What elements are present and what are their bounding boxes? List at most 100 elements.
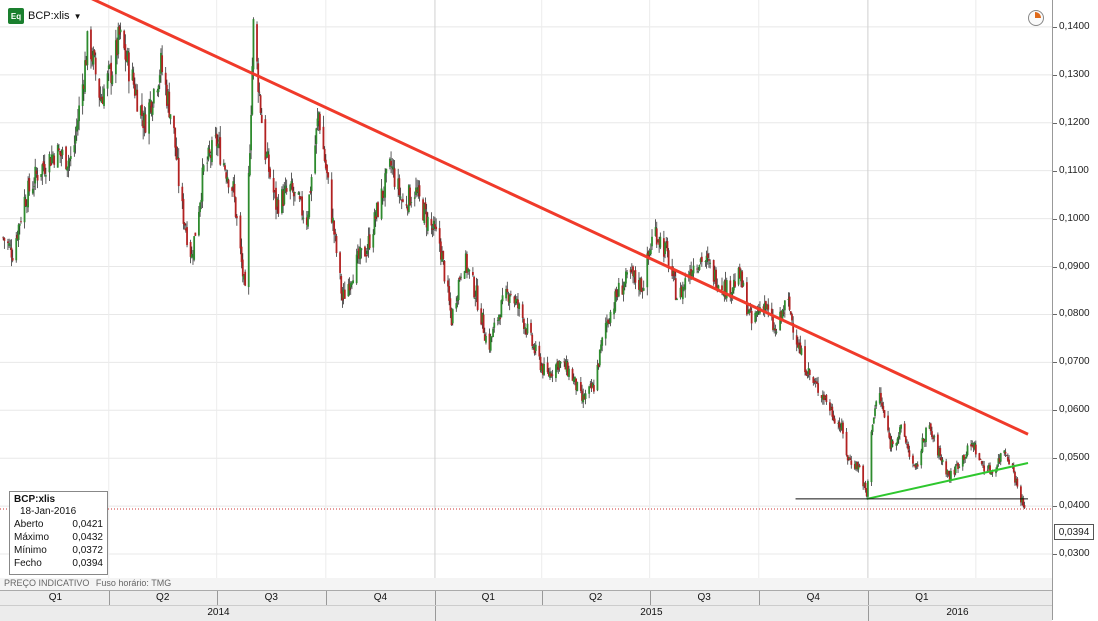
candle-body [823, 394, 825, 400]
candle-body [315, 128, 318, 144]
candle-body [106, 73, 109, 89]
candle-body [114, 40, 117, 75]
y-tick-label: 0,1400 [1059, 20, 1090, 32]
candle-body [339, 252, 341, 273]
y-tick-label: 0,1000 [1059, 212, 1090, 224]
candle-body [151, 107, 154, 115]
candle-body [300, 197, 302, 198]
candle-body [642, 288, 645, 291]
candle-body [633, 271, 636, 278]
candle-body [953, 469, 956, 475]
candle-body [899, 427, 901, 435]
candle-body [563, 361, 566, 363]
candle-body [608, 322, 611, 324]
candle-body [439, 241, 442, 260]
x-axis-quarters[interactable]: Q1 Q2 Q3 Q4 Q1 Q2 Q3 Q4 Q1 [0, 590, 1052, 606]
candle-body [662, 238, 665, 257]
candle-body [706, 253, 709, 258]
y-tick-label: 0,0300 [1059, 548, 1090, 560]
candle-body [987, 464, 990, 469]
candle-body [201, 167, 204, 202]
candle-body [973, 442, 976, 450]
candle-body [192, 256, 194, 258]
candle-body [623, 281, 626, 288]
footer-left: PREÇO INDICATIVO [4, 578, 90, 588]
candle-body [58, 148, 60, 151]
candle-body [692, 265, 695, 274]
candle-body [1008, 459, 1010, 465]
candle-body [729, 280, 732, 298]
candle-body [332, 217, 334, 223]
candle-body [75, 125, 78, 132]
candle-body [125, 56, 128, 62]
candle-body [456, 297, 459, 302]
candle-body [1005, 455, 1008, 457]
candle-body [26, 206, 28, 207]
y-axis[interactable]: 0,0300 0,0400 0,0500 0,0600 0,0700 0,0800 0,09… [1052, 0, 1098, 620]
x-axis-years[interactable]: 2014 2015 2016 [0, 605, 1052, 621]
candle-body [500, 300, 503, 318]
candle-body [789, 311, 792, 315]
candle-body [691, 271, 694, 277]
candle-body [881, 402, 884, 407]
chevron-down-icon[interactable]: ▼ [73, 11, 82, 21]
candle-body [243, 274, 245, 280]
candle-body [955, 464, 958, 465]
candle-body [225, 172, 228, 179]
candle-body [641, 290, 644, 292]
candle-body [948, 474, 951, 481]
candle-body [65, 146, 67, 170]
x-quarter-label: Q2 [588, 592, 603, 603]
candle-body [788, 296, 791, 310]
candle-body [409, 187, 411, 206]
candle-body [874, 408, 876, 416]
candle-body [990, 472, 993, 475]
candle-body [193, 236, 196, 260]
candle-body [746, 282, 748, 315]
candle-body [698, 265, 701, 270]
candle-body [377, 202, 379, 217]
symbol-label[interactable]: BCP:xlis [28, 10, 70, 22]
candle-body [853, 464, 856, 469]
candle-body [673, 270, 676, 277]
candle-body [966, 445, 969, 456]
candle-body [289, 184, 292, 192]
candle-body [715, 269, 717, 288]
candle-body [897, 435, 900, 439]
candle-body [551, 374, 554, 376]
candle-body [475, 285, 478, 297]
candle-body [317, 112, 320, 121]
candle-body [622, 287, 625, 295]
candle-body [704, 261, 707, 263]
ohlc-info-box: BCP:xlis 18-Jan-2016 Aberto 0,0421 Máxim… [9, 491, 108, 575]
candle-body [269, 168, 271, 178]
clock-icon[interactable] [1028, 10, 1044, 26]
candle-body [449, 298, 452, 311]
y-tick-mark [1053, 26, 1057, 28]
candle-body [351, 282, 353, 285]
candle-body [496, 319, 499, 321]
candle-body [67, 160, 70, 168]
candle-body [374, 215, 377, 220]
candle-body [241, 259, 244, 277]
candle-body [896, 438, 899, 445]
candle-body [100, 98, 103, 103]
candle-body [342, 289, 345, 299]
candle-body [234, 197, 237, 218]
candle-body [56, 144, 59, 168]
candle-body [891, 441, 894, 445]
candle-body [780, 311, 783, 319]
candle-body [1011, 463, 1014, 465]
candle-body [15, 238, 18, 261]
candle-body [815, 381, 818, 384]
candle-body [150, 101, 153, 113]
x-quarter-label: Q1 [48, 592, 63, 603]
candle-body [598, 349, 601, 366]
candle-body [244, 271, 247, 286]
candle-body [61, 149, 64, 156]
candle-body [252, 19, 255, 70]
chart-plot-area[interactable] [0, 0, 1052, 578]
y-tick-mark [1053, 170, 1057, 172]
candle-body [285, 188, 288, 192]
candle-body [417, 187, 420, 194]
